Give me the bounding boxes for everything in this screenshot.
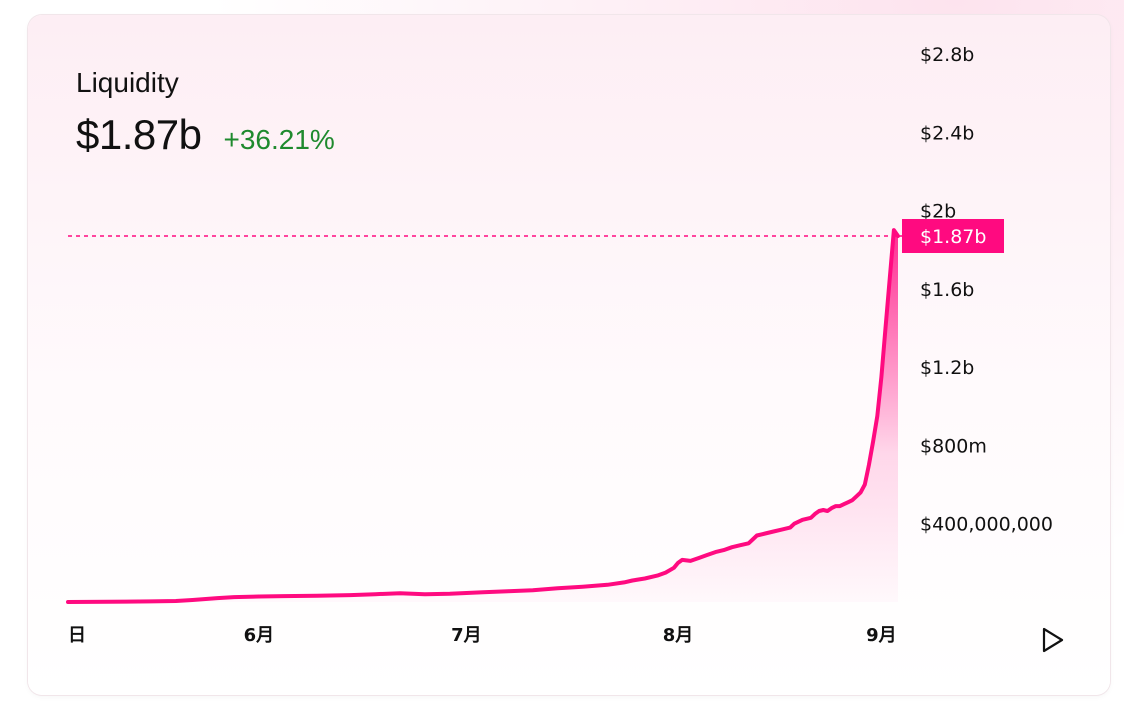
y-tick-label: $2.8b <box>920 44 974 66</box>
liquidity-card: Liquidity $1.87b +36.21% $400,000,000 $80… <box>28 15 1110 695</box>
x-tick-label: 8月 <box>663 625 694 646</box>
current-value-badge <box>902 219 1004 253</box>
y-tick-label: $2b <box>920 201 956 223</box>
y-tick-label: $800m <box>920 435 987 457</box>
play-icon <box>1042 627 1064 653</box>
y-tick-label: $2.4b <box>920 122 974 144</box>
series-line <box>66 228 900 604</box>
value-row: $1.87b +36.21% <box>76 111 335 159</box>
percent-change: +36.21% <box>223 124 335 155</box>
x-tick-label: 日 <box>68 625 86 646</box>
current-value-marker: $1.87b <box>68 219 1004 253</box>
current-liquidity-value: $1.87b <box>76 111 202 158</box>
x-tick-label: 6月 <box>244 625 275 646</box>
card-title: Liquidity <box>76 67 179 98</box>
series-area-fill <box>68 230 898 602</box>
liquidity-chart: $400,000,000 $800m $1.2b $1.6b $2b $2.4b $2.8b… <box>66 44 1053 646</box>
y-tick-label: $1.6b <box>920 279 974 301</box>
x-tick-label: 9月 <box>866 625 897 646</box>
current-value-label: $1.87b <box>920 226 986 248</box>
play-button[interactable] <box>1038 625 1068 655</box>
y-axis: $400,000,000 $800m $1.2b $1.6b $2b $2.4b $2.8b <box>920 44 1053 536</box>
x-axis: 日 6月 7月 8月 9月 <box>68 625 897 646</box>
y-tick-label: $1.2b <box>920 357 974 379</box>
chart-area <box>66 228 900 604</box>
x-tick-label: 7月 <box>451 625 482 646</box>
y-tick-label: $400,000,000 <box>920 514 1053 536</box>
